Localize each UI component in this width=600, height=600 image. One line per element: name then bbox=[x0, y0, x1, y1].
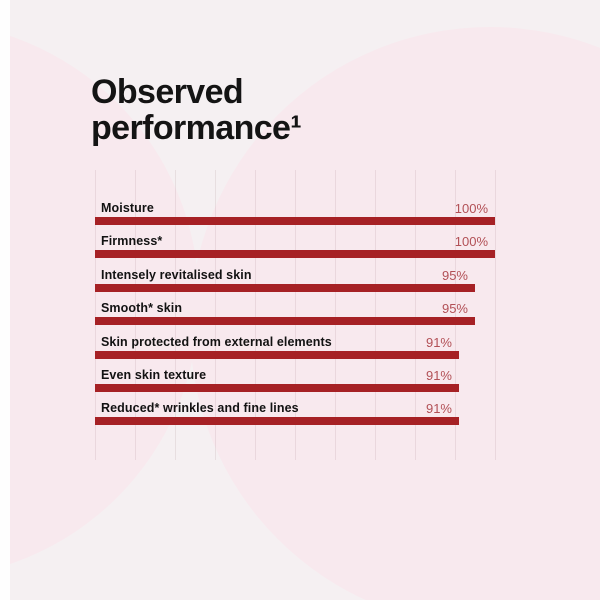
bar-row: Smooth* skin 95% bbox=[95, 301, 496, 334]
page-title: Observed performance¹ bbox=[91, 73, 302, 147]
gridline bbox=[375, 170, 376, 460]
gridline bbox=[495, 170, 496, 460]
gridline bbox=[255, 170, 256, 460]
bar-row-header: Even skin texture 91% bbox=[95, 367, 459, 383]
bar-value-label: 91% bbox=[425, 334, 452, 350]
gridline bbox=[95, 170, 96, 460]
bar bbox=[95, 383, 459, 392]
gridline bbox=[335, 170, 336, 460]
bar-row: Reduced* wrinkles and fine lines 91% bbox=[95, 401, 496, 434]
bar-row-header: Intensely revitalised skin 95% bbox=[95, 267, 475, 283]
bar bbox=[95, 217, 495, 225]
bar-label: Intensely revitalised skin bbox=[101, 267, 252, 282]
title-line-2: performance¹ bbox=[91, 109, 302, 147]
bar-chart: Moisture 100% Firmness* 100% Intensely revit… bbox=[95, 170, 496, 460]
bar-row: Moisture 100% bbox=[95, 201, 496, 234]
bar-value-label: 91% bbox=[425, 367, 452, 383]
gridline bbox=[455, 170, 456, 460]
bar-row: Even skin texture 91% bbox=[95, 368, 496, 401]
title-line-1: Observed bbox=[91, 73, 244, 111]
bar-row-header: Smooth* skin 95% bbox=[95, 301, 475, 317]
bar-label: Smooth* skin bbox=[101, 301, 183, 316]
gridline bbox=[215, 170, 216, 460]
bar-label: Firmness* bbox=[101, 234, 163, 249]
gridline bbox=[415, 170, 416, 460]
bar-row-header: Firmness* 100% bbox=[95, 234, 495, 250]
bar-row-header: Moisture 100% bbox=[95, 201, 495, 216]
bar-rows: Moisture 100% Firmness* 100% Intensely revit… bbox=[95, 201, 496, 435]
bar bbox=[95, 283, 475, 292]
bar-row: Firmness* 100% bbox=[95, 234, 496, 267]
bar-row-header: Skin protected from external elements 91% bbox=[95, 334, 459, 350]
bar-row: Skin protected from external elements 91% bbox=[95, 335, 496, 368]
bar bbox=[95, 417, 459, 426]
bar-label: Reduced* wrinkles and fine lines bbox=[101, 401, 299, 416]
bar-label: Moisture bbox=[101, 201, 154, 215]
bar bbox=[95, 350, 459, 359]
bar-value-label: 100% bbox=[454, 234, 488, 250]
bar-value-label: 95% bbox=[441, 301, 468, 317]
gridline bbox=[295, 170, 296, 460]
bar-value-label: 100% bbox=[454, 201, 488, 216]
bar-row-header: Reduced* wrinkles and fine lines 91% bbox=[95, 401, 459, 417]
bar-value-label: 91% bbox=[425, 401, 452, 417]
gridline bbox=[175, 170, 176, 460]
bar-value-label: 95% bbox=[441, 267, 468, 283]
bar-label: Skin protected from external elements bbox=[101, 334, 332, 349]
bar-row: Intensely revitalised skin 95% bbox=[95, 268, 496, 301]
left-edge-strip bbox=[0, 0, 10, 600]
bar bbox=[95, 317, 475, 326]
bar bbox=[95, 250, 495, 259]
bar-label: Even skin texture bbox=[101, 367, 207, 382]
gridline bbox=[135, 170, 136, 460]
